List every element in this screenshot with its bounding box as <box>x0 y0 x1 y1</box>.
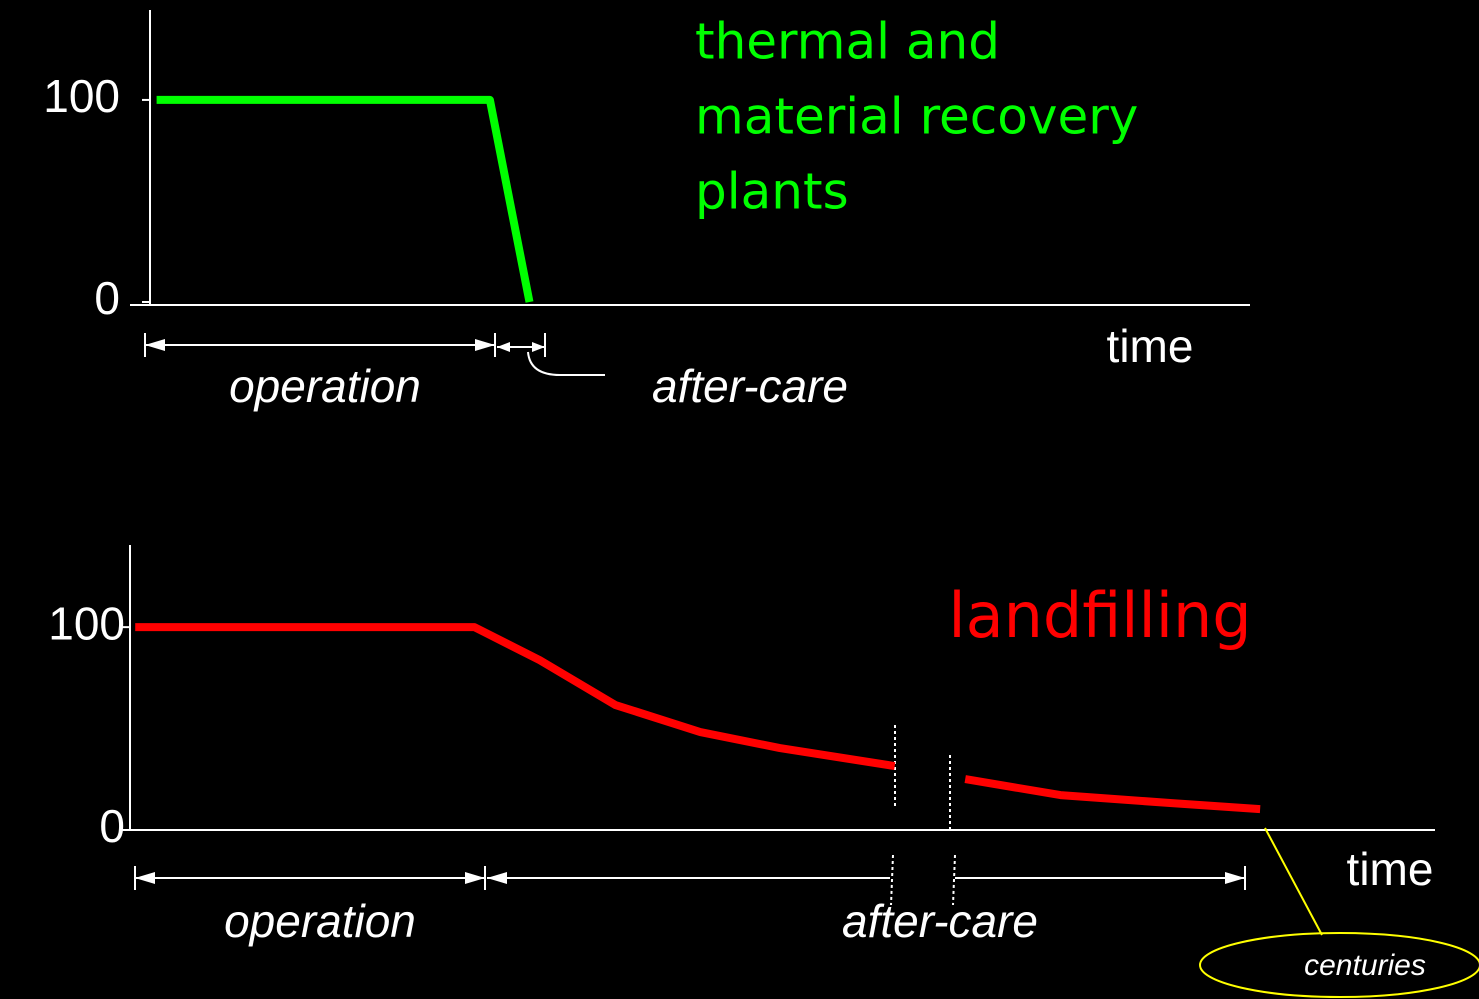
annotation: operation <box>224 895 416 947</box>
duration-arrows <box>134 866 1246 890</box>
annotation: centuries <box>1304 949 1426 982</box>
callout-line <box>1264 827 1323 936</box>
y-tick-label: 100 <box>48 597 125 649</box>
y-tick-label: 100 <box>43 70 120 122</box>
duration-arrows <box>144 333 605 376</box>
chart-title: thermal and <box>695 13 1000 71</box>
annotation: after-care <box>842 895 1038 947</box>
chart-title: plants <box>695 163 849 221</box>
y-tick-label: 0 <box>99 800 125 852</box>
data-line <box>135 623 1261 814</box>
callout-ellipse <box>1199 932 1479 998</box>
chart-title: material recovery <box>695 88 1138 146</box>
x-axis-label: time <box>1347 843 1434 895</box>
annotation: operation <box>229 360 421 412</box>
x-axis-label: time <box>1107 320 1194 372</box>
chart-title: landfilling <box>948 579 1251 652</box>
annotation: after-care <box>652 360 848 412</box>
data-line <box>156 95 534 303</box>
y-tick-label: 0 <box>94 272 120 324</box>
break-marks <box>890 725 956 906</box>
